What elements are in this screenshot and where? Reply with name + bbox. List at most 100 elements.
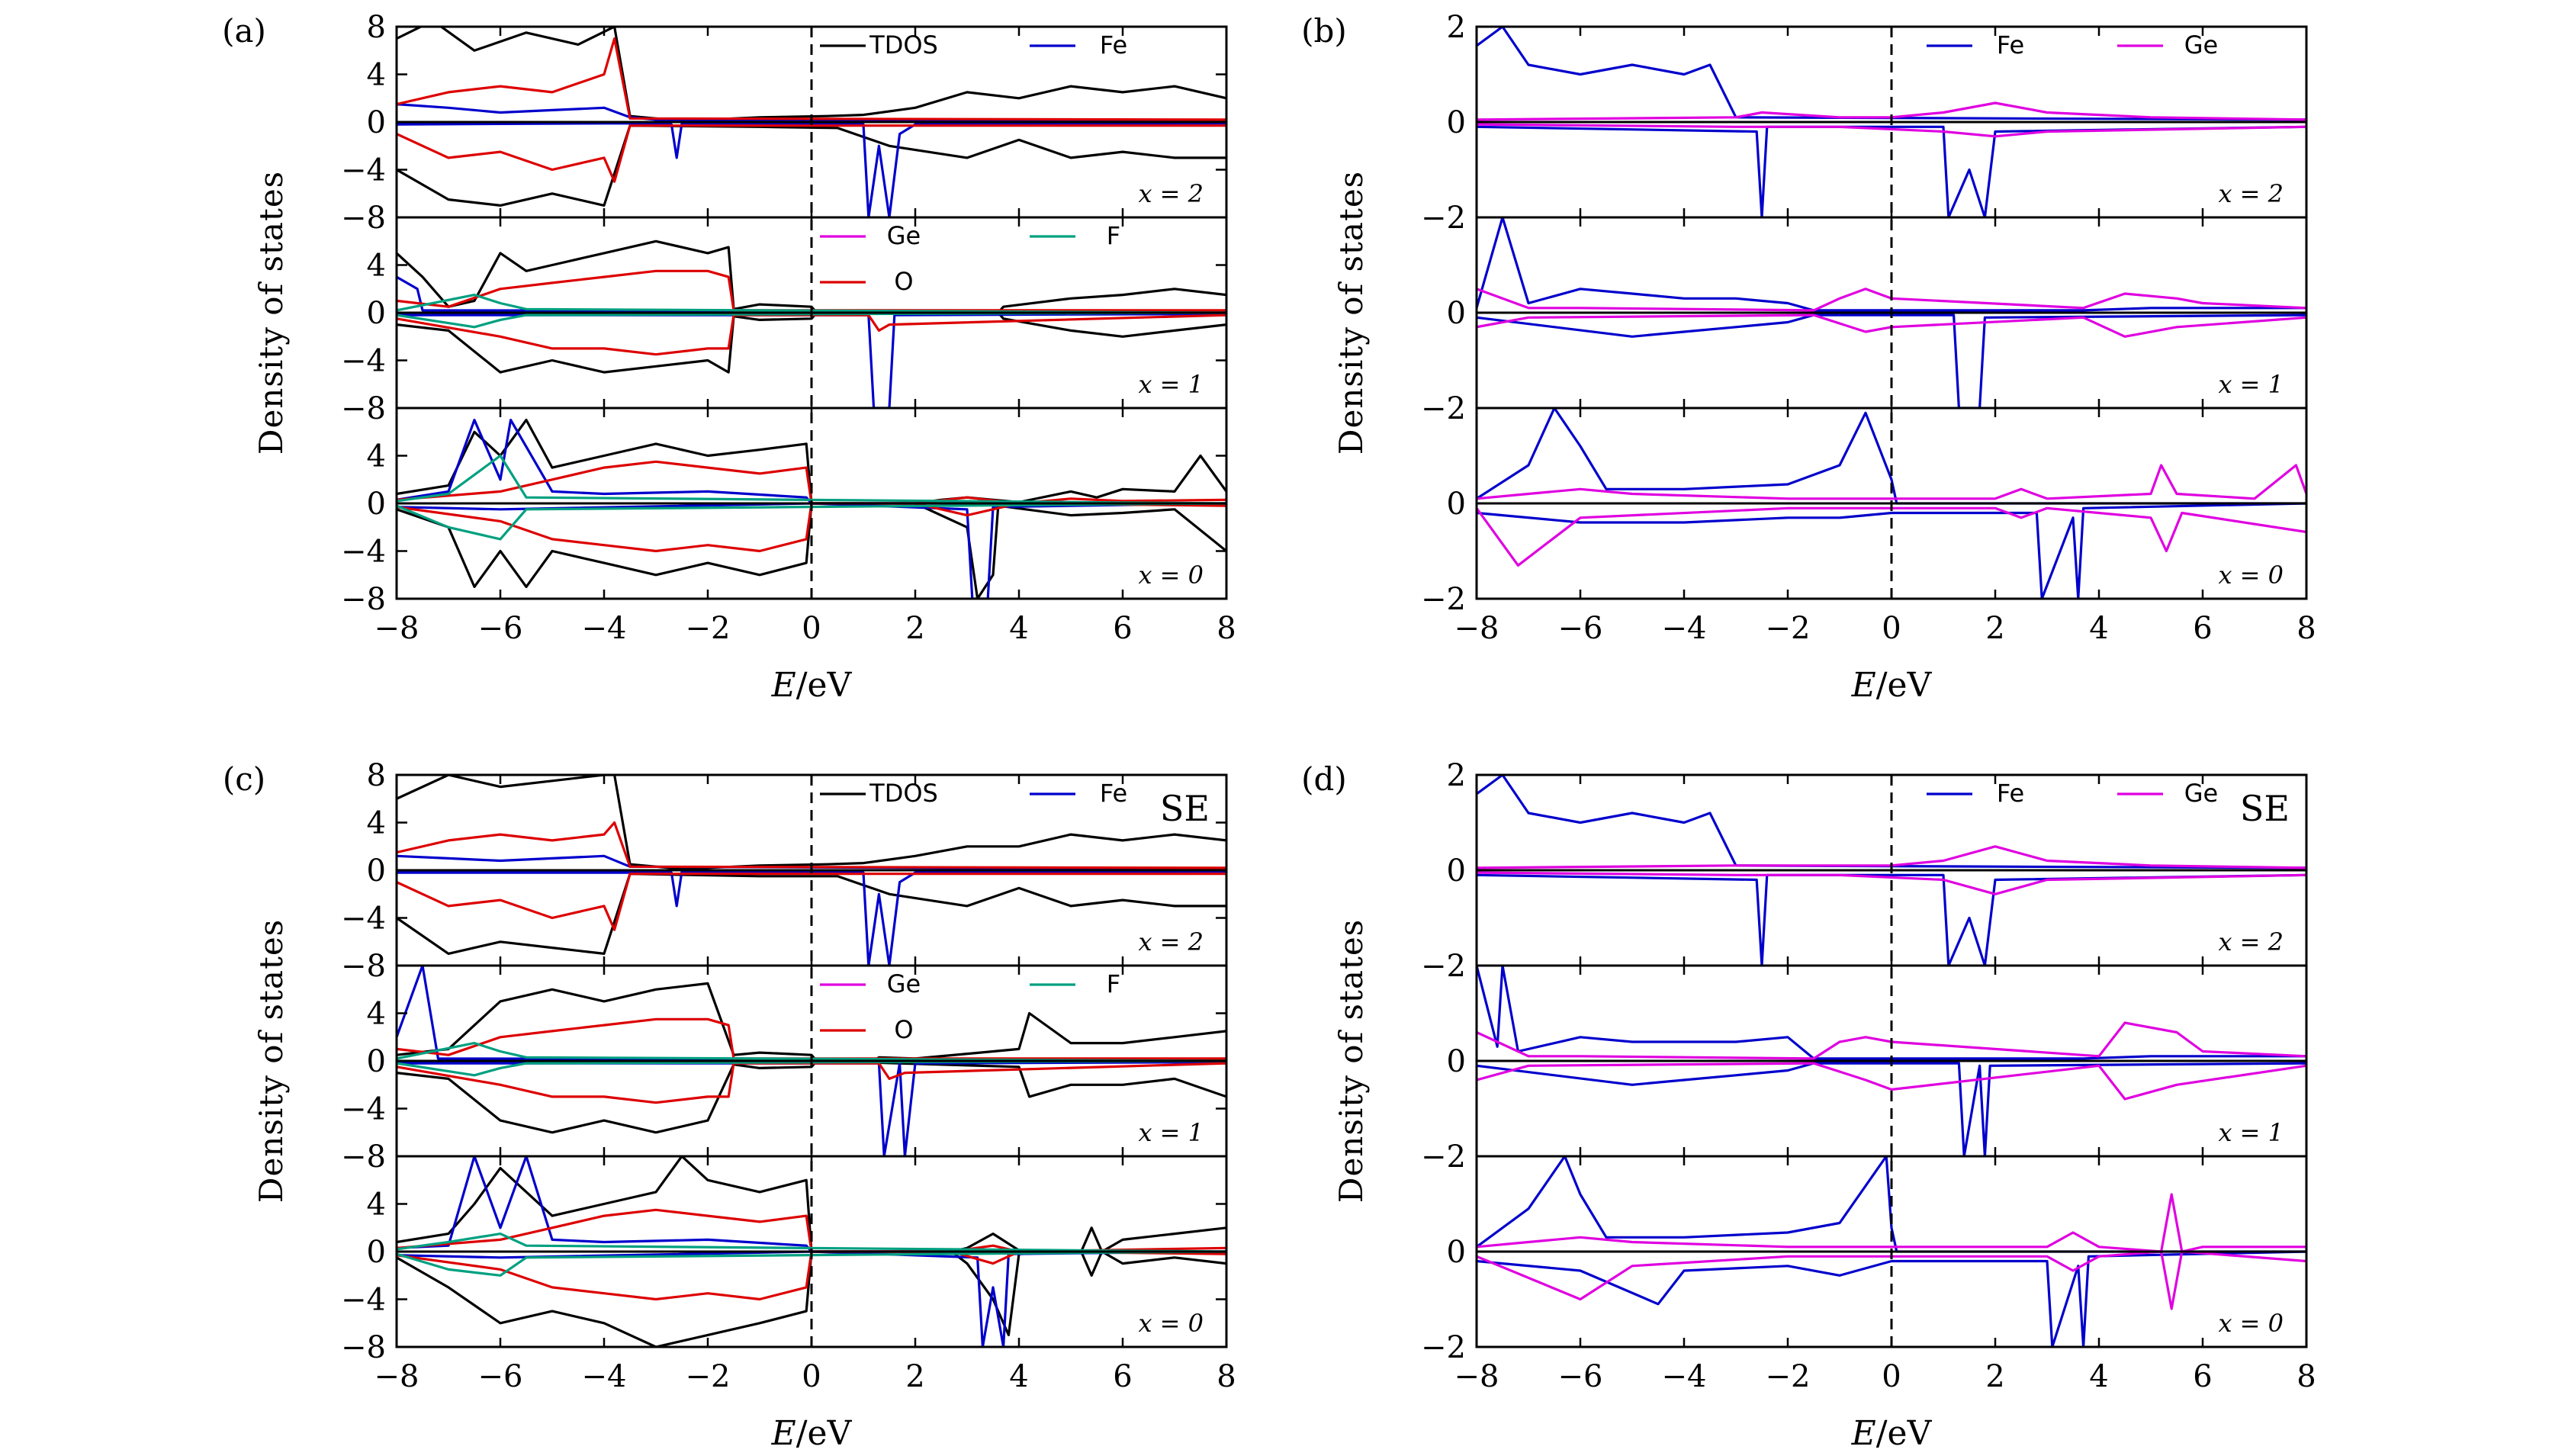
subplot-c-0: −8 −4 0 4 8 x = 2 TDOS Fe <box>341 758 1228 984</box>
x-tick-label: −6 <box>478 611 523 646</box>
subplot-label: x = 2 <box>2218 179 2284 208</box>
plot-area <box>397 775 1226 966</box>
y-tick-label: −8 <box>341 1139 386 1175</box>
legend: Fe Ge <box>1927 31 2218 59</box>
x-tick-label: 8 <box>1217 1359 1236 1394</box>
y-axis-label: Density of states <box>1332 171 1370 455</box>
series-f-up <box>397 294 1226 314</box>
series-ge-up <box>1477 1021 2306 1060</box>
legend-label-fe: Fe <box>1100 779 1127 808</box>
subplot-label: x = 2 <box>1138 179 1204 208</box>
y-tick-label: 8 <box>367 10 386 45</box>
series-fe-down <box>397 870 1226 966</box>
series-fe-up <box>1477 775 2306 869</box>
legend-label-ge: Ge <box>887 221 921 250</box>
subplot-label: x = 1 <box>1138 1118 1204 1147</box>
series-tdos-up <box>397 239 1226 314</box>
subplot-d-1: −2 0 x = 1 <box>1421 964 2308 1175</box>
x-axis-label: E/eV <box>1851 666 1933 705</box>
y-tick-label: −8 <box>341 582 386 617</box>
panel-label: (b) <box>1301 12 1347 50</box>
y-tick-label: 0 <box>367 1235 386 1270</box>
x-tick-label: −6 <box>478 1359 523 1394</box>
series-f-up <box>397 1233 1226 1253</box>
y-tick-label: 4 <box>367 806 386 841</box>
legend-label-f: F <box>1107 221 1120 250</box>
x-axis-label: E/eV <box>1851 1414 1933 1453</box>
series-fe-down <box>1477 1062 2306 1156</box>
plot-area <box>1477 27 2306 217</box>
series-f-up <box>397 1042 1226 1062</box>
x-tick-label: 4 <box>1009 611 1028 646</box>
x-tick-label: 0 <box>1882 1359 1901 1394</box>
series-tdos-down <box>397 124 1226 207</box>
legend: TDOS Fe <box>820 31 1127 59</box>
panel-label: (d) <box>1301 760 1347 798</box>
plot-area <box>397 419 1226 599</box>
y-tick-label: 0 <box>1447 487 1466 522</box>
x-tick-label: 8 <box>1217 611 1236 646</box>
chart-panel-b: −2 0 2 x = 2 Fe Ge −2 0 x = 1 −2 0 x = 0 −8 −6 −4 −2 0 2 4… <box>1301 10 2316 705</box>
y-tick-label: −8 <box>341 1330 386 1365</box>
plot-area <box>1477 966 2306 1156</box>
series-ge-up <box>1477 288 2306 312</box>
x-tick-label: −2 <box>686 611 731 646</box>
series-fe-down <box>397 502 1226 599</box>
x-tick-label: 6 <box>1113 611 1132 646</box>
x-tick-label: 8 <box>2296 1359 2316 1394</box>
series-ge-down <box>1477 1250 2306 1310</box>
series-o-up <box>397 37 1226 121</box>
y-tick-label: 2 <box>1447 10 1466 45</box>
series-o-up <box>397 1208 1226 1253</box>
x-tick-label: 2 <box>1985 611 2004 646</box>
x-tick-label: −2 <box>686 1359 731 1394</box>
y-tick-label: −2 <box>1421 582 1466 617</box>
y-axis-label: Density of states <box>252 171 290 455</box>
legend-label-fe: Fe <box>1997 779 2024 808</box>
legend-label-o: O <box>894 1015 913 1044</box>
x-tick-label: 6 <box>2193 1359 2212 1394</box>
subplot-a-2: −8 −4 0 4 x = 0 <box>341 407 1228 617</box>
series-f-down <box>397 1250 1226 1277</box>
y-tick-label: 4 <box>367 58 386 93</box>
subplot-d-2: −2 0 x = 0 <box>1421 1155 2308 1365</box>
subplot-a-1: −8 −4 0 4 x = 1 Ge F O <box>341 216 1228 426</box>
y-tick-label: 0 <box>1447 105 1466 140</box>
series-tdos-up <box>397 27 1226 122</box>
y-tick-label: −4 <box>341 535 386 570</box>
x-tick-label: 0 <box>802 611 821 646</box>
series-o-down <box>397 1250 1226 1301</box>
y-tick-label: −8 <box>341 949 386 984</box>
subplot-label: x = 1 <box>2218 370 2284 399</box>
series-fe-up <box>1477 966 2306 1060</box>
subplot-label: x = 0 <box>2218 561 2284 590</box>
y-tick-label: −4 <box>341 1283 386 1318</box>
plot-area <box>1477 408 2306 599</box>
series-o-up <box>397 269 1226 312</box>
panel-label: (a) <box>222 12 266 50</box>
legend-label-f: F <box>1107 969 1120 998</box>
x-tick-label: −4 <box>1662 611 1707 646</box>
series-tdos-up <box>397 1156 1226 1253</box>
subplot-a-0: −8 −4 0 4 8 x = 2 TDOS Fe <box>341 10 1228 236</box>
chart-panel-a: −8 −4 0 4 8 x = 2 TDOS Fe −8 −4 0 4 x = 1 Ge F O −8 −4 0 4 x… <box>222 10 1236 705</box>
x-tick-label: 4 <box>2089 1359 2108 1394</box>
series-ge-up <box>1477 464 2306 500</box>
x-tick-label: −8 <box>374 611 419 646</box>
series-tdos-up <box>397 775 1226 870</box>
subplot-c-2: −8 −4 0 4 x = 0 <box>341 1155 1228 1365</box>
series-ge-up <box>1477 845 2306 869</box>
series-tdos-down <box>397 502 1226 599</box>
legend-label-tdos: TDOS <box>869 779 938 808</box>
series-ge-down <box>1477 123 2306 138</box>
subplot-b-0: −2 0 2 x = 2 Fe Ge <box>1421 10 2308 236</box>
x-tick-label: 4 <box>1009 1359 1028 1394</box>
legend-label-fe: Fe <box>1997 31 2024 59</box>
y-tick-label: −2 <box>1421 1330 1466 1365</box>
series-fe-down <box>397 1250 1226 1347</box>
y-tick-label: −4 <box>341 153 386 188</box>
y-axis-label: Density of states <box>1332 919 1370 1203</box>
x-axis-label: E/eV <box>771 666 853 705</box>
series-f-down <box>397 1059 1226 1077</box>
